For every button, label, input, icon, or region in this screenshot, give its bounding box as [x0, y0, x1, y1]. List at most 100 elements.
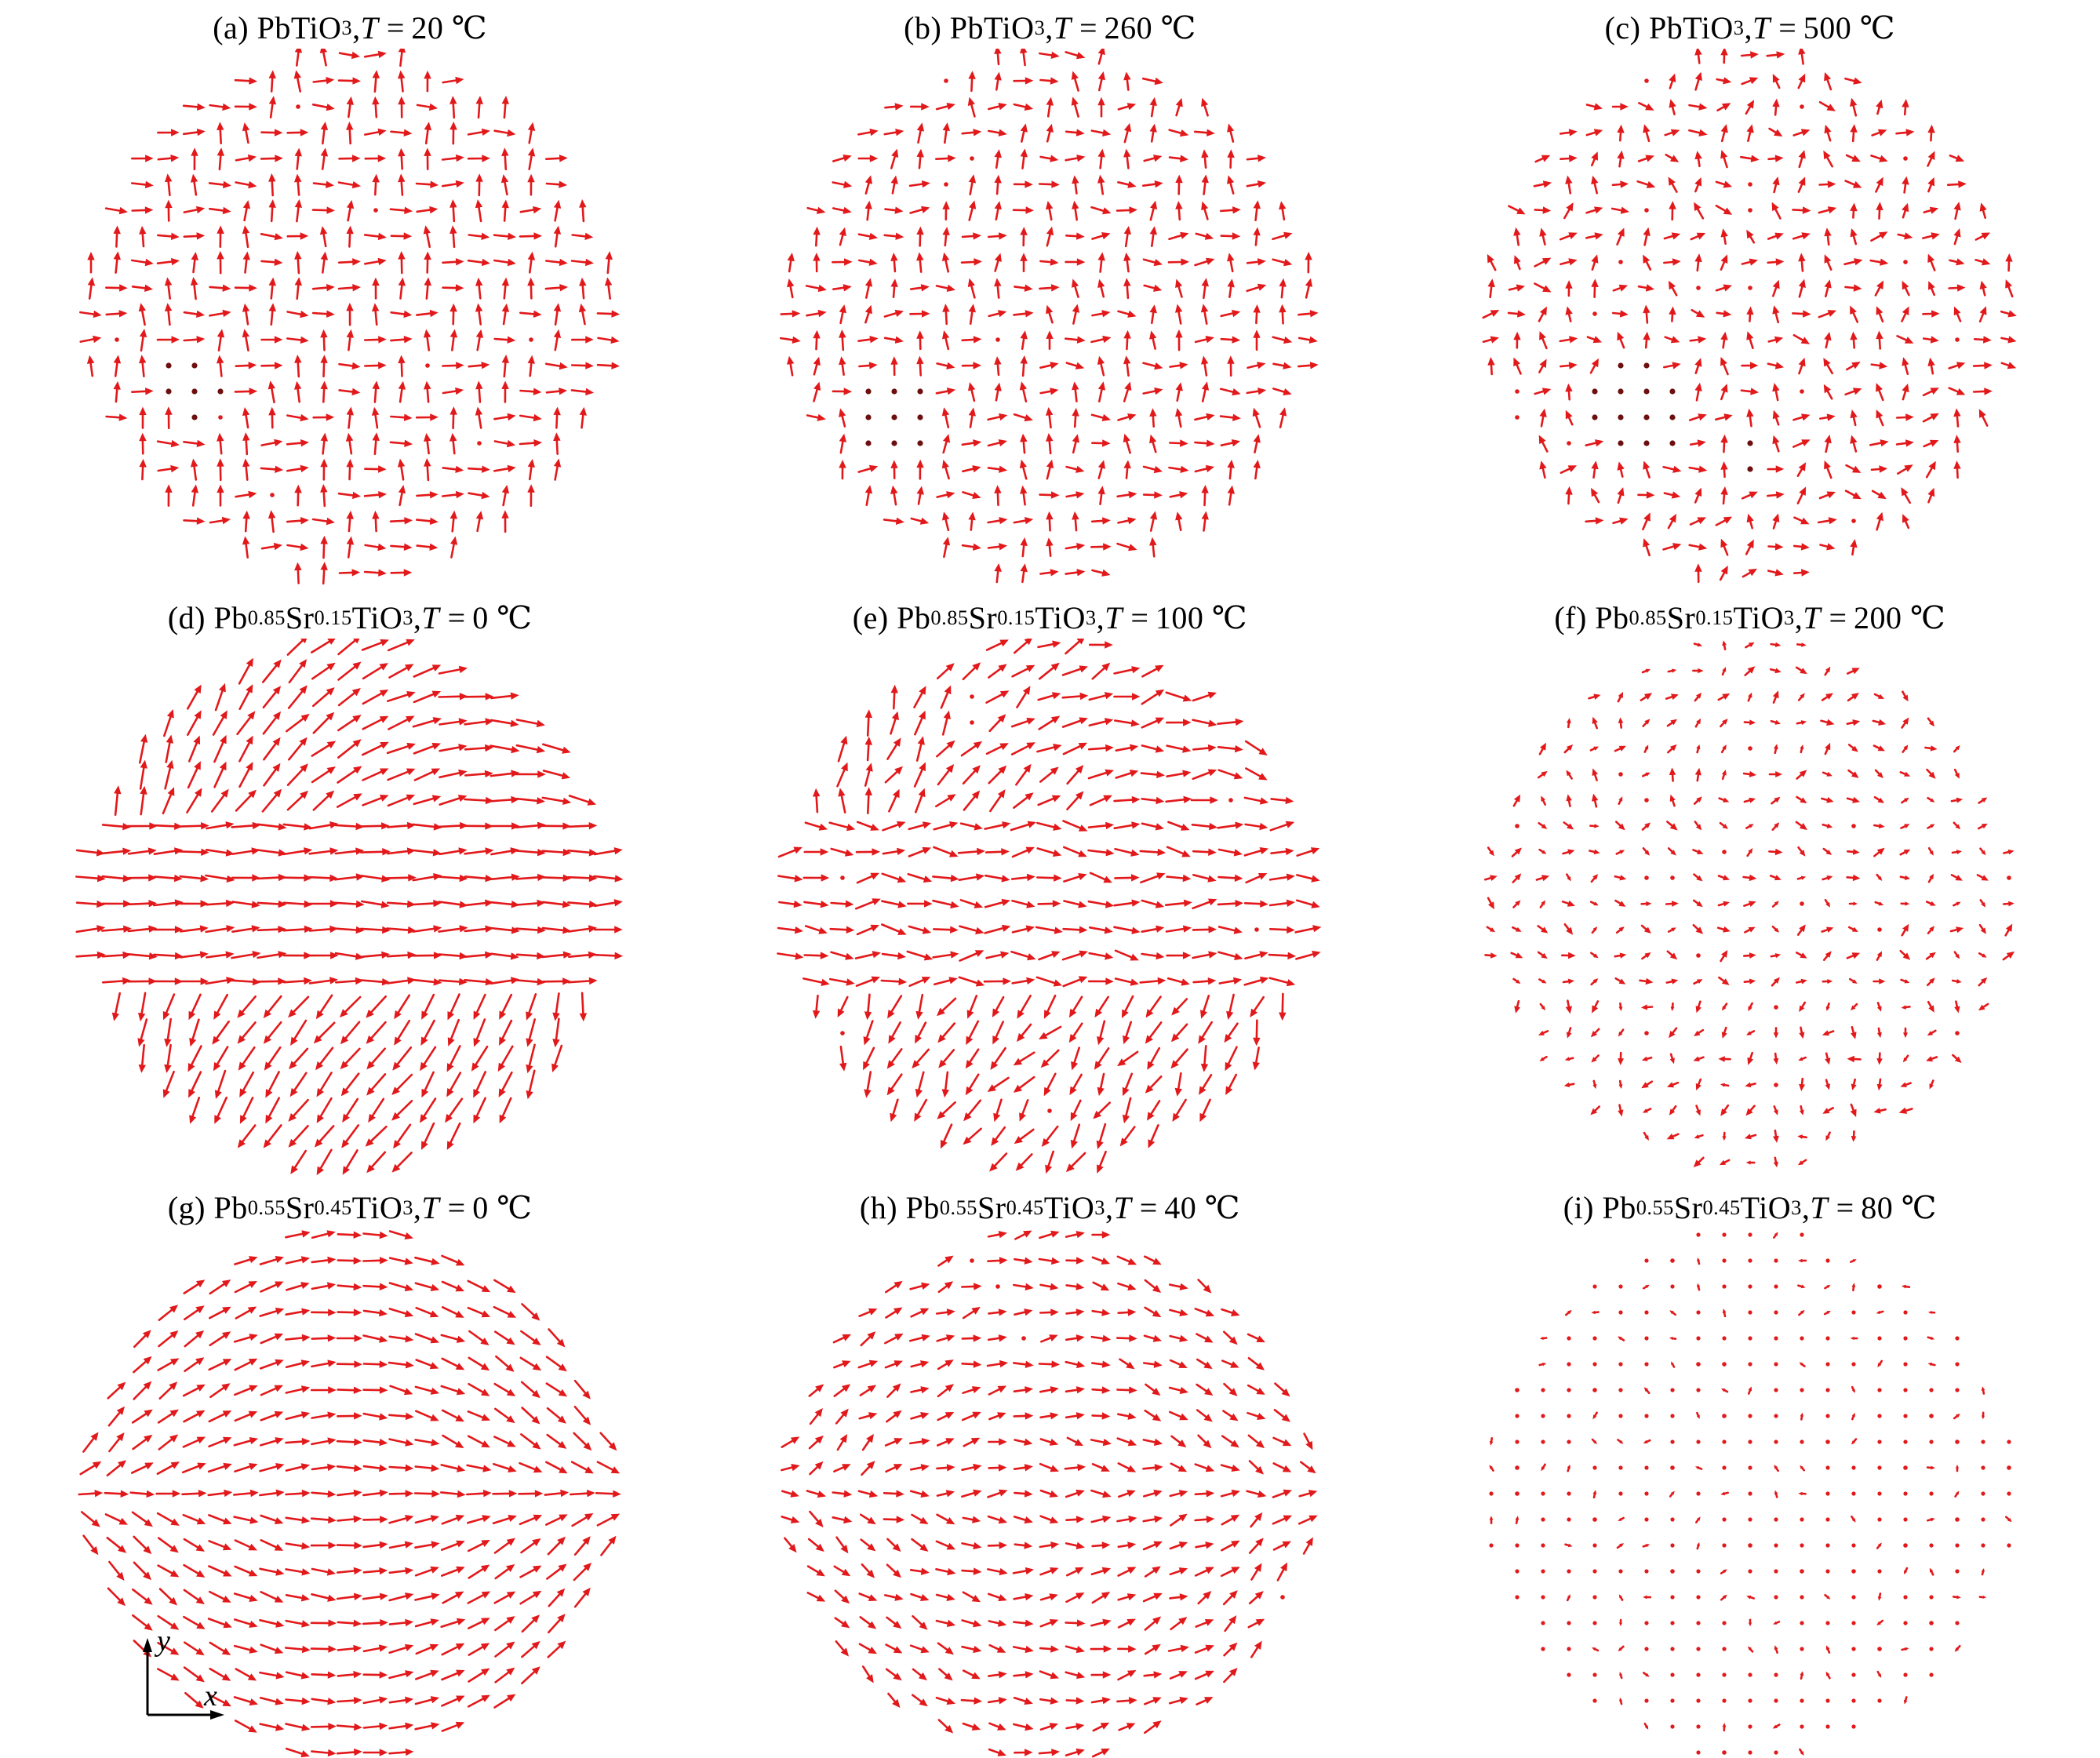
zero-dipole-dot — [191, 414, 198, 420]
zero-dipole-dot — [1851, 1595, 1856, 1600]
zero-dipole-dot — [1825, 1388, 1830, 1392]
zero-dipole-dot — [1618, 1465, 1623, 1470]
zero-dipole-dot — [1877, 1414, 1882, 1418]
zero-dipole-dot — [1800, 1517, 1804, 1522]
zero-dipole-dot — [1696, 1621, 1701, 1625]
zero-dipole-dot — [1955, 1440, 1960, 1444]
zero-dipole-dot — [2007, 1543, 2011, 1548]
panel-b-caption: (b) PbTiO 3, T = 260 ℃ — [904, 9, 1196, 45]
zero-dipole-dot — [1567, 1362, 1571, 1367]
zero-dipole-dot — [1515, 415, 1519, 420]
zero-dipole-dot — [1592, 1595, 1597, 1600]
panel-f: (f) Pb 0.85 Sr 0.15 TiO 3, T = 200 ℃ — [1400, 590, 2100, 1180]
zero-dipole-dot — [1592, 1362, 1597, 1367]
zero-dipole-dot — [1592, 1388, 1597, 1392]
zero-dipole-dot — [1800, 104, 1804, 109]
panel-f-caption: (f) Pb 0.85 Sr 0.15 TiO 3, T = 200 ℃ — [1554, 599, 1946, 635]
panel-h-quiver-plot — [781, 1230, 1319, 1758]
zero-dipole-dot — [1851, 1672, 1856, 1677]
panel-e: (e) Pb 0.85 Sr 0.15 TiO 3, T = 100 ℃ — [700, 590, 1399, 1180]
zero-dipole-dot — [218, 415, 223, 420]
zero-dipole-dot — [970, 720, 975, 725]
zero-dipole-dot — [1541, 1491, 1545, 1496]
zero-dipole-dot — [1851, 1647, 1856, 1651]
zero-dipole-dot — [1851, 1543, 1856, 1548]
zero-dipole-dot — [1929, 1672, 1934, 1677]
zero-dipole-dot — [1644, 798, 1649, 803]
arrow-shafts — [1483, 642, 2010, 1164]
zero-dipole-dot — [1748, 1414, 1752, 1418]
arrow-shafts — [78, 1230, 614, 1755]
zero-dipole-dot — [1722, 1440, 1727, 1444]
zero-dipole-dot — [1722, 1362, 1727, 1367]
panel-c-quiver-plot — [1482, 49, 2017, 583]
zero-dipole-dot — [1722, 850, 1727, 854]
zero-dipole-dot — [1618, 260, 1623, 264]
arrow-shafts — [79, 51, 613, 585]
zero-dipole-dot — [1670, 1595, 1675, 1600]
zero-dipole-dot — [1515, 1388, 1519, 1392]
zero-dipole-dot — [1903, 1414, 1908, 1418]
zero-dipole-dot — [1541, 1440, 1545, 1444]
zero-dipole-dot — [1800, 1336, 1804, 1341]
zero-dipole-dot — [1903, 1543, 1908, 1548]
zero-dipole-dot — [1748, 1517, 1752, 1522]
zero-dipole-dot — [1696, 1595, 1701, 1600]
zero-dipole-dot — [1825, 1724, 1830, 1729]
zero-dipole-dot — [1929, 1647, 1934, 1651]
zero-dipole-dot — [1618, 388, 1624, 395]
zero-dipole-dot — [1670, 1724, 1675, 1729]
zero-dipole-dot — [1696, 1388, 1701, 1392]
zero-dipole-dot — [1748, 1569, 1752, 1574]
zero-dipole-dot — [2007, 1465, 2011, 1470]
zero-dipole-dot — [1877, 1388, 1882, 1392]
zero-dipole-dot — [1774, 1362, 1778, 1367]
zero-dipole-dot — [1722, 1258, 1727, 1263]
zero-dipole-dot — [1748, 1543, 1752, 1548]
zero-dipole-dot — [1800, 1440, 1804, 1444]
zero-dipole-dot — [1696, 1362, 1701, 1367]
zero-dipole-dot — [1800, 1698, 1804, 1703]
zero-dipole-dot — [1644, 78, 1649, 83]
zero-dipole-dot — [1669, 388, 1676, 395]
zero-dipole-dot — [1541, 1621, 1545, 1625]
zero-dipole-dot — [1567, 1336, 1571, 1341]
zero-dipole-dot — [1618, 1491, 1623, 1496]
panel-c: (c) PbTiO 3, T = 500 ℃ — [1400, 0, 2100, 590]
zero-dipole-dot — [1774, 1083, 1778, 1087]
zero-dipole-dot — [1825, 1621, 1830, 1625]
panel-g-caption: (g) Pb 0.55 Sr 0.45 TiO 3, T = 0 ℃ — [167, 1189, 533, 1225]
zero-dipole-dot — [1903, 1336, 1908, 1341]
zero-dipole-dot — [1800, 1543, 1804, 1548]
zero-dipole-dot — [1903, 1517, 1908, 1522]
zero-dipole-dot — [1644, 1310, 1649, 1315]
zero-dipole-dot — [1644, 208, 1649, 213]
zero-dipole-dot — [1877, 1336, 1882, 1341]
arrow-heads — [87, 49, 621, 577]
zero-dipole-dot — [1955, 1569, 1960, 1574]
zero-dipole-dot — [1800, 1647, 1804, 1651]
arrow-heads — [1487, 49, 2017, 577]
zero-dipole-dot — [2007, 1491, 2011, 1496]
zero-dipole-dot — [1515, 1569, 1519, 1574]
panel-c-caption: (c) PbTiO 3, T = 500 ℃ — [1604, 9, 1896, 45]
zero-dipole-dot — [1618, 1388, 1623, 1392]
zero-dipole-dot — [1670, 1465, 1675, 1470]
zero-dipole-dot — [1929, 1595, 1934, 1600]
zero-dipole-dot — [270, 493, 275, 497]
zero-dipole-dot — [1800, 1595, 1804, 1600]
zero-dipole-dot — [1515, 824, 1519, 828]
zero-dipole-dot — [1618, 1414, 1623, 1418]
zero-dipole-dot — [115, 337, 119, 342]
zero-dipole-dot — [1955, 1336, 1960, 1341]
zero-dipole-dot — [1825, 1569, 1830, 1574]
zero-dipole-dot — [1722, 1232, 1727, 1237]
zero-dipole-dot — [1800, 1388, 1804, 1392]
zero-dipole-dot — [1489, 1543, 1494, 1548]
zero-dipole-dot — [1955, 337, 1960, 342]
zero-dipole-dot — [1644, 1336, 1649, 1341]
zero-dipole-dot — [1644, 1698, 1649, 1703]
arrow-shafts — [1482, 53, 2014, 583]
zero-dipole-dot — [1567, 1388, 1571, 1392]
zero-dipole-dot — [1877, 1491, 1882, 1496]
